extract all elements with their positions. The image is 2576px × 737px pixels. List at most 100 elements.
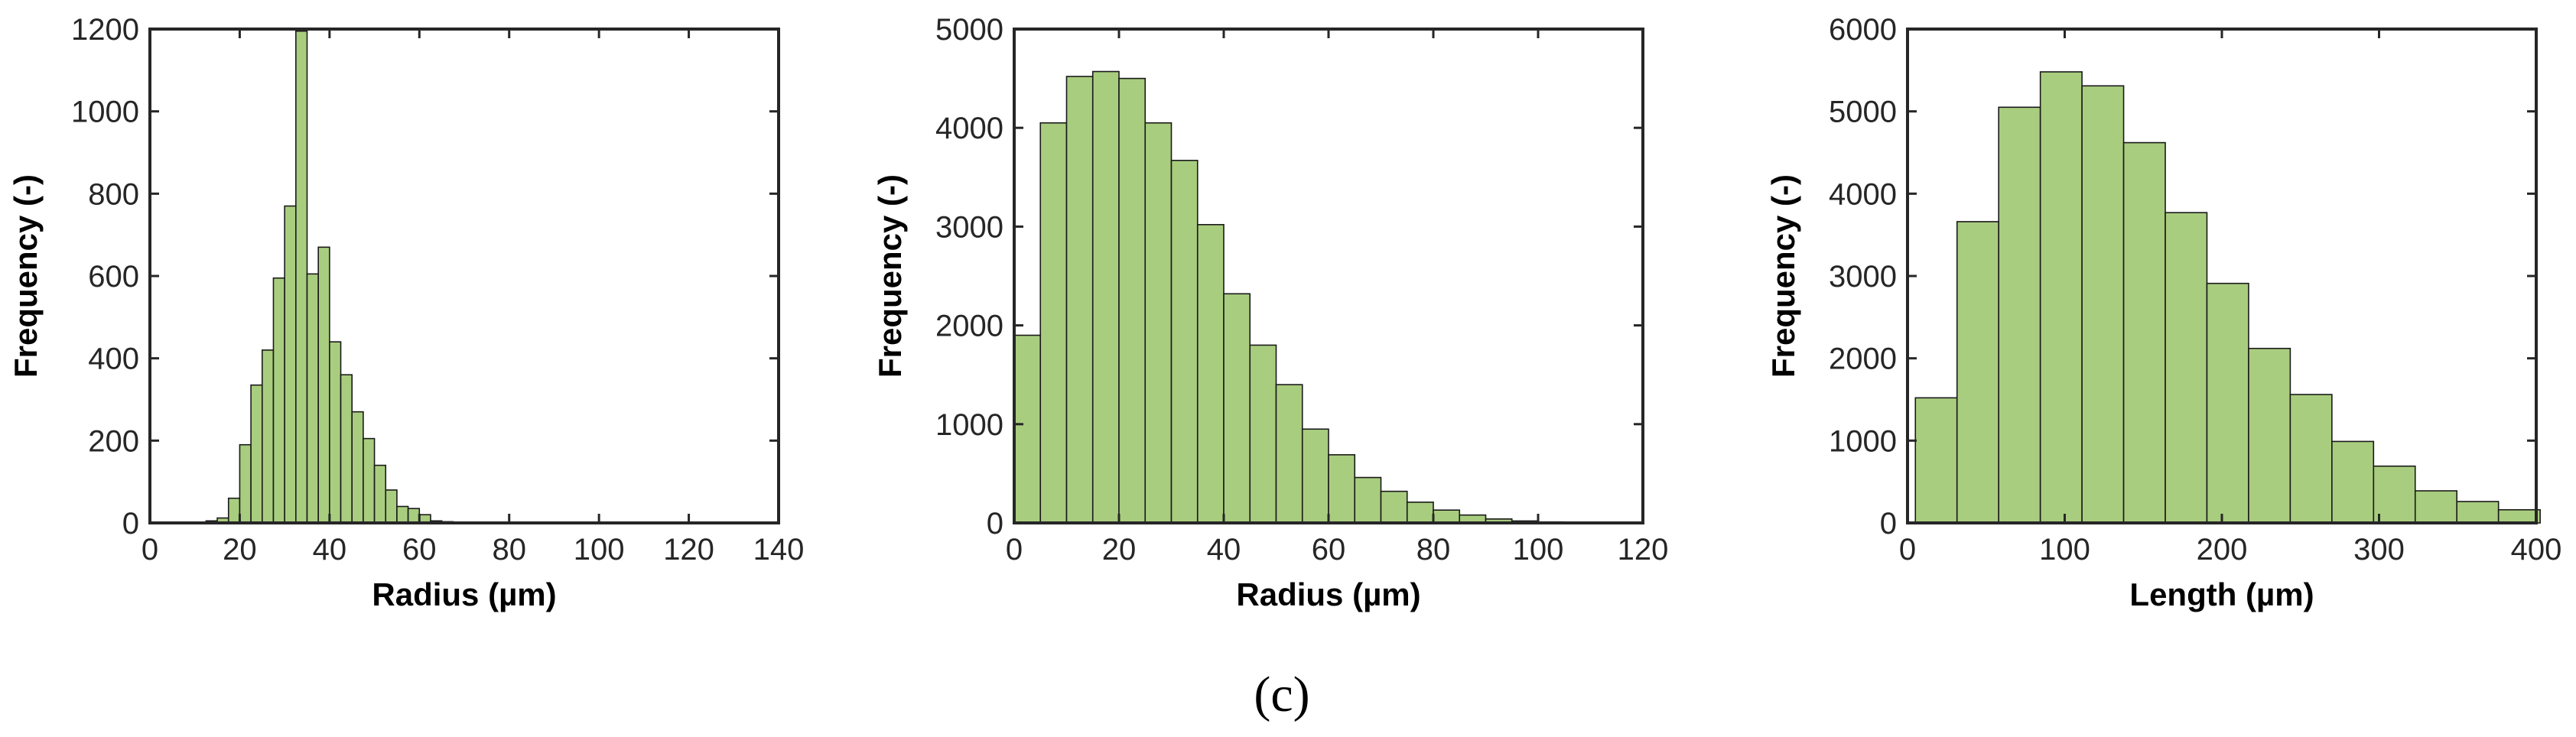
histogram-bar (295, 30, 308, 524)
histogram-bar (2122, 141, 2166, 524)
histogram-bar (2414, 490, 2458, 524)
y-tick-label: 6000 (1829, 13, 1897, 47)
x-tick-label: 80 (492, 533, 526, 567)
y-tick-label: 200 (88, 424, 139, 458)
histogram-bar (317, 246, 330, 524)
y-tick-label: 0 (1880, 507, 1897, 541)
x-tick-label: 40 (313, 533, 347, 567)
histogram-bar (272, 277, 285, 524)
histogram-bar (284, 205, 297, 524)
x-tick-label: 120 (1618, 533, 1669, 567)
histogram-bar (261, 349, 275, 524)
x-tick-label: 40 (1207, 533, 1241, 567)
y-tick-label: 1000 (1829, 424, 1897, 458)
x-tick-label: 0 (141, 533, 158, 567)
x-tick-label: 120 (663, 533, 714, 567)
histogram-bar (1998, 106, 2041, 524)
y-tick-label: 3000 (1829, 260, 1897, 294)
histogram-bar (1275, 384, 1303, 524)
histogram-bar (1039, 122, 1068, 524)
histogram-bar (2289, 394, 2333, 524)
histogram-bar (2206, 282, 2249, 524)
histogram-panel-3: 0 100 200 300 4000100020003000400050006000Le… (1765, 13, 2561, 612)
histogram-bar (385, 489, 398, 524)
histogram-bar (2039, 71, 2083, 524)
x-axis-label: Radius (µm) (372, 576, 556, 612)
y-tick-label: 800 (88, 177, 139, 211)
y-tick-label: 1000 (935, 408, 1003, 442)
histogram-bar (1013, 334, 1042, 524)
y-axis-label: Frequency (-) (1765, 174, 1801, 378)
x-tick-label: 300 (2353, 533, 2405, 567)
histogram-panel-2: 0 20 40 60 80 100 120 0 1000 2000 3000 4000 5000 Radi… (872, 13, 1668, 612)
histogram-bar (340, 374, 353, 524)
histogram-bar (227, 497, 241, 524)
x-tick-label: 100 (2039, 533, 2090, 567)
histogram-bar (2497, 508, 2541, 524)
x-tick-label: 60 (1312, 533, 1346, 567)
x-axis-label: Length (µm) (2129, 576, 2314, 612)
histogram-bar (1301, 428, 1329, 524)
y-axis-label: Frequency (-) (8, 174, 44, 378)
histogram-bar (1380, 490, 1408, 524)
figure-caption: (c) (1254, 667, 1309, 722)
x-tick-label: 140 (753, 533, 805, 567)
histogram-bar (2331, 440, 2375, 524)
histogram-bar (306, 273, 319, 524)
y-tick-label: 1000 (71, 96, 139, 129)
histogram-bar (1914, 397, 1958, 524)
histogram-bar (329, 341, 342, 524)
y-tick-label: 400 (88, 343, 139, 376)
histogram-bar (1328, 454, 1356, 524)
x-tick-label: 20 (223, 533, 257, 567)
histogram-bar (2373, 465, 2416, 524)
x-tick-label: 400 (2511, 533, 2562, 567)
histogram-bar (250, 384, 263, 524)
histogram-bar (373, 464, 387, 524)
x-tick-label: 100 (1513, 533, 1564, 567)
y-tick-label: 5000 (1829, 96, 1897, 129)
x-tick-label: 0 (1899, 533, 1916, 567)
histogram-panel-1: 0 20 40 60 80 100 120 140 0 200 400 600 800 1000 1200 R… (8, 13, 804, 612)
y-tick-label: 5000 (935, 13, 1003, 47)
x-tick-label: 200 (2197, 533, 2248, 567)
histogram-bar (1118, 77, 1147, 524)
y-tick-label: 0 (987, 507, 1003, 541)
histogram-bar (1354, 476, 1382, 524)
histogram-bar (239, 443, 252, 524)
histogram-bar (351, 411, 364, 524)
x-tick-label: 0 (1006, 533, 1023, 567)
histogram-bar (396, 505, 409, 524)
y-tick-label: 3000 (935, 210, 1003, 244)
histogram-bar (1065, 76, 1094, 524)
x-axis-label: Radius (µm) (1236, 576, 1420, 612)
x-tick-label: 20 (1102, 533, 1137, 567)
histogram-bar (407, 508, 421, 524)
x-tick-label: 60 (402, 533, 437, 567)
histogram-bar (1196, 224, 1225, 524)
y-tick-label: 0 (122, 507, 139, 541)
histogram-bar (363, 437, 376, 524)
y-tick-label: 1200 (71, 13, 139, 47)
histogram-bar (1091, 70, 1120, 524)
histogram-bar (1144, 122, 1173, 524)
x-tick-label: 100 (574, 533, 625, 567)
histogram-bar (1406, 502, 1434, 524)
y-axis-label: Frequency (-) (872, 174, 908, 378)
x-tick-label: 80 (1416, 533, 1451, 567)
histogram-bar (2081, 85, 2125, 524)
histogram-bar (1249, 344, 1277, 524)
y-tick-label: 4000 (935, 112, 1003, 145)
histogram-bar (2456, 501, 2500, 524)
histogram-bar (1223, 293, 1251, 524)
histogram-bar (2248, 347, 2291, 524)
y-tick-label: 2000 (935, 310, 1003, 343)
histogram-bar (1170, 160, 1199, 524)
y-tick-label: 4000 (1829, 177, 1897, 211)
y-tick-label: 2000 (1829, 343, 1897, 376)
histogram-bar (1956, 221, 1999, 524)
histogram-bar (2165, 212, 2208, 524)
histogram-bar (1433, 509, 1461, 524)
y-tick-label: 600 (88, 260, 139, 294)
